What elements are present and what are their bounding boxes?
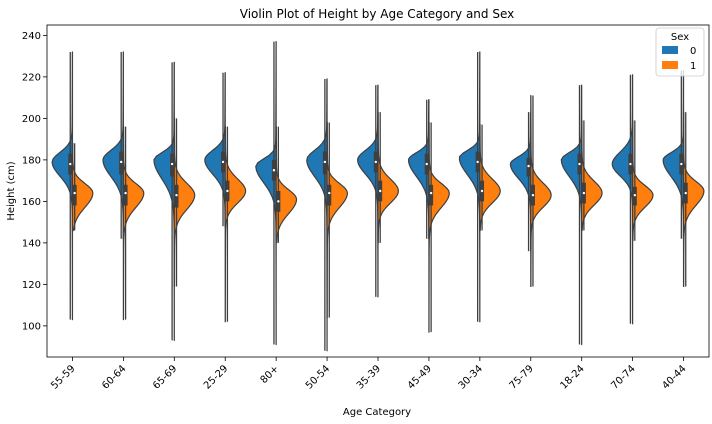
y-tick-label: 140 xyxy=(22,238,41,249)
violin-0-65-69 xyxy=(153,61,175,341)
violin-1-75-79 xyxy=(530,94,552,288)
x-tick-label: 60-64 xyxy=(100,363,128,391)
x-tick-label: 40-44 xyxy=(660,363,688,391)
violin-1-35-39 xyxy=(377,111,399,244)
legend: Sex 0 1 xyxy=(655,27,705,77)
violin-median-dot xyxy=(680,162,683,166)
violin-1-45-49 xyxy=(428,121,450,333)
x-tick-label: 55-59 xyxy=(49,363,77,391)
violin-median-dot xyxy=(170,162,174,166)
violin-median-dot xyxy=(277,200,280,203)
violin-0-80+ xyxy=(255,41,277,346)
violin-median-dot xyxy=(629,162,632,166)
x-tick-label: 18-24 xyxy=(558,363,586,391)
violin-median-dot xyxy=(221,160,225,164)
y-tick-label: 160 xyxy=(22,197,41,208)
violin-median-dot xyxy=(328,191,331,195)
violin-median-dot xyxy=(476,160,479,164)
y-tick-label: 220 xyxy=(22,72,41,83)
x-tick-label: 35-39 xyxy=(355,363,383,391)
legend-label-sex-1: 1 xyxy=(690,61,696,72)
x-tick-label: 65-69 xyxy=(151,363,179,391)
violin-median-dot xyxy=(531,193,535,197)
violin-1-40-44 xyxy=(682,111,705,288)
violin-1-60-64 xyxy=(122,126,145,321)
x-tick-label: 50-54 xyxy=(304,363,332,391)
y-tick-label: 240 xyxy=(22,31,41,42)
violin-1-55-59 xyxy=(71,142,94,232)
legend-title: Sex xyxy=(671,32,689,43)
violin-1-70-74 xyxy=(632,119,654,242)
violin-0-70-74 xyxy=(611,74,634,325)
x-axis-label: Age Category xyxy=(343,407,411,418)
chart-title: Violin Plot of Height by Age Category an… xyxy=(240,7,514,21)
violin-median-dot xyxy=(379,189,382,193)
violin-1-18-24 xyxy=(581,119,603,232)
violin-0-18-24 xyxy=(560,84,583,346)
violin-median-dot xyxy=(323,160,327,164)
violin-0-55-59 xyxy=(51,51,74,321)
violin-1-80+ xyxy=(275,126,298,244)
violin-median-dot xyxy=(582,191,586,195)
violin-median-dot xyxy=(527,164,530,168)
legend-swatch-sex-0 xyxy=(662,46,678,54)
violin-median-dot xyxy=(73,191,76,195)
x-tick-label: 80+ xyxy=(259,363,282,386)
plot-area xyxy=(51,41,705,352)
violin-median-dot xyxy=(429,191,433,195)
legend-swatch-sex-1 xyxy=(662,61,678,69)
violin-median-dot xyxy=(425,162,428,166)
violin-1-30-34 xyxy=(479,124,501,232)
violin-median-dot xyxy=(480,189,484,193)
legend-label-sex-0: 0 xyxy=(690,46,696,57)
x-axis: 55-59 60-64 65-69 25-29 80+ 50-54 35-39 45-49 30… xyxy=(49,357,689,392)
violin-median-dot xyxy=(374,160,377,164)
violin-1-50-54 xyxy=(326,121,349,319)
y-tick-label: 100 xyxy=(22,321,41,332)
violin-0-25-29 xyxy=(204,72,226,227)
y-tick-label: 200 xyxy=(22,114,41,125)
x-tick-label: 30-34 xyxy=(457,363,485,391)
violin-1-65-69 xyxy=(173,117,196,288)
violin-median-dot xyxy=(69,162,72,166)
x-tick-label: 70-74 xyxy=(609,363,637,391)
y-tick-label: 120 xyxy=(22,280,41,291)
violin-median-dot xyxy=(684,191,687,195)
x-tick-label: 75-79 xyxy=(508,363,536,391)
violin-1-25-29 xyxy=(224,126,247,323)
violin-median-dot xyxy=(272,169,276,172)
violin-median-dot xyxy=(633,193,637,197)
y-axis: 100 120 140 160 180 200 220 240 xyxy=(22,31,47,332)
violin-median-dot xyxy=(119,160,123,164)
violin-0-60-64 xyxy=(102,51,124,240)
x-tick-label: 25-29 xyxy=(202,363,230,391)
x-tick-label: 45-49 xyxy=(406,363,434,391)
violin-0-35-39 xyxy=(357,84,379,298)
violin-0-75-79 xyxy=(509,111,532,252)
violin-median-dot xyxy=(175,193,178,197)
y-tick-label: 180 xyxy=(22,155,41,166)
y-axis-label: Height (cm) xyxy=(6,161,17,220)
violin-median-dot xyxy=(226,189,229,193)
violin-median-dot xyxy=(124,191,127,195)
violin-median-dot xyxy=(578,162,581,166)
violin-0-30-34 xyxy=(458,51,481,323)
violin-0-50-54 xyxy=(306,78,328,352)
